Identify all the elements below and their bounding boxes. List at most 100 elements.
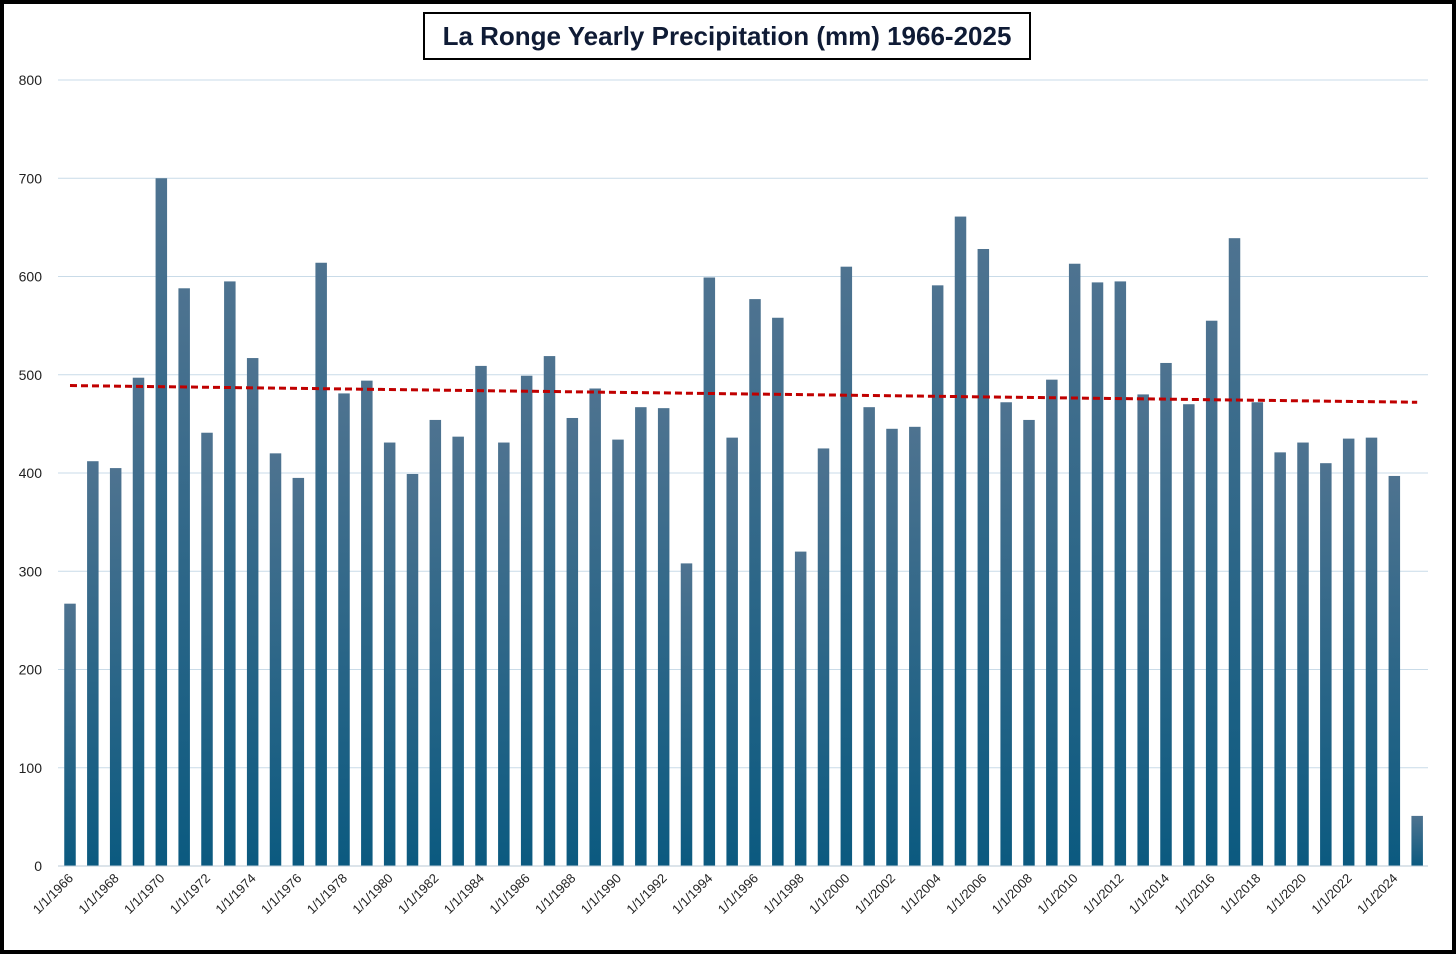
bar (1342, 438, 1355, 866)
x-tick-label: 1/1/1994 (669, 871, 715, 917)
bar (87, 461, 99, 866)
bar (498, 442, 510, 866)
trendline (69, 384, 1418, 404)
bar (612, 439, 624, 866)
bar (1205, 320, 1218, 867)
bar (1183, 404, 1195, 866)
y-tick-label: 0 (34, 858, 42, 874)
bar (475, 365, 487, 866)
bar (1023, 419, 1035, 866)
bar (520, 375, 533, 866)
x-tick-label: 1/1/1968 (75, 871, 121, 917)
x-tick-label: 1/1/2000 (806, 871, 852, 917)
x-tick-label: 1/1/1996 (715, 871, 761, 917)
x-tick-label: 1/1/2006 (943, 871, 989, 917)
x-tick-label: 1/1/2018 (1217, 871, 1263, 917)
bar (1274, 452, 1286, 866)
bar (657, 408, 670, 866)
x-tick-label: 1/1/2010 (1034, 871, 1080, 917)
bar (543, 356, 556, 866)
bar (429, 419, 442, 866)
gridlines (58, 79, 1428, 867)
bar (1411, 815, 1423, 866)
x-tick-label: 1/1/1982 (395, 871, 441, 917)
x-tick-label: 1/1/1976 (258, 871, 304, 917)
chart-title: La Ronge Yearly Precipitation (mm) 1966-… (423, 12, 1031, 60)
y-tick-label: 200 (19, 662, 43, 678)
y-tick-label: 100 (19, 760, 43, 776)
trendline-group (69, 384, 1418, 404)
x-tick-label: 1/1/2022 (1308, 871, 1354, 917)
bar (315, 262, 327, 866)
x-tick-label: 1/1/2016 (1171, 871, 1217, 917)
bar (817, 448, 830, 866)
y-tick-label: 700 (19, 170, 43, 186)
bar (566, 417, 579, 866)
x-tick-label: 1/1/1988 (532, 871, 578, 917)
bar (383, 442, 396, 866)
x-tick-label: 1/1/1970 (121, 871, 167, 917)
bar (1388, 475, 1401, 866)
bar (635, 407, 647, 866)
bar (155, 178, 168, 866)
bar (840, 266, 853, 866)
bar (269, 453, 282, 866)
bar (1160, 362, 1172, 866)
bar (726, 437, 738, 866)
x-tick-label: 1/1/1986 (486, 871, 532, 917)
bar (246, 358, 259, 866)
bar (178, 288, 190, 866)
bar (1068, 263, 1081, 867)
bar (954, 216, 967, 866)
bar (1046, 379, 1058, 866)
x-tick-label: 1/1/2012 (1080, 871, 1126, 917)
bar (1114, 281, 1127, 866)
bar (909, 426, 921, 866)
x-tick-label: 1/1/2004 (897, 871, 943, 917)
bar (1228, 238, 1241, 866)
x-tick-label: 1/1/1972 (167, 871, 213, 917)
bar (1365, 437, 1378, 866)
x-tick-label: 1/1/2008 (989, 871, 1035, 917)
bar (680, 563, 693, 866)
x-tick-label: 1/1/1978 (304, 871, 350, 917)
bar (703, 277, 716, 867)
bar (931, 285, 944, 867)
x-tick-label: 1/1/1998 (760, 871, 806, 917)
x-axis-ticks: 1/1/1966 1/1/1968 1/1/1970 1/1/1972 1/1/1974… (30, 871, 1401, 917)
bar (1320, 463, 1332, 866)
bar (1251, 402, 1264, 866)
x-tick-label: 1/1/1992 (623, 871, 669, 917)
bar (589, 388, 601, 866)
bars (58, 178, 1428, 867)
x-tick-label: 1/1/2020 (1263, 871, 1309, 917)
bar (201, 432, 213, 866)
y-tick-label: 800 (19, 72, 43, 88)
bar (794, 551, 807, 866)
x-tick-label: 1/1/1990 (578, 871, 624, 917)
bar (1091, 282, 1104, 866)
x-tick-label: 1/1/1974 (212, 871, 258, 917)
x-tick-label: 1/1/1966 (30, 871, 76, 917)
y-tick-label: 500 (19, 367, 43, 383)
bar (886, 428, 898, 866)
bar (1297, 442, 1309, 866)
bar (132, 377, 145, 866)
x-tick-label: 1/1/2002 (852, 871, 898, 917)
bar (361, 380, 373, 866)
y-tick-label: 600 (19, 269, 43, 285)
bar (749, 299, 761, 867)
bar (1000, 402, 1012, 866)
bar (772, 317, 784, 866)
y-axis-ticks: 0 100 200 300 400 500 600 700 800 (19, 72, 43, 874)
bar (292, 477, 305, 866)
bar (109, 468, 122, 866)
y-tick-label: 300 (19, 563, 43, 579)
x-tick-label: 1/1/1984 (441, 871, 487, 917)
x-tick-label: 1/1/1980 (349, 871, 395, 917)
bar (64, 603, 76, 866)
bar (452, 436, 464, 866)
x-tick-label: 1/1/2024 (1354, 871, 1400, 917)
y-tick-label: 400 (19, 465, 43, 481)
